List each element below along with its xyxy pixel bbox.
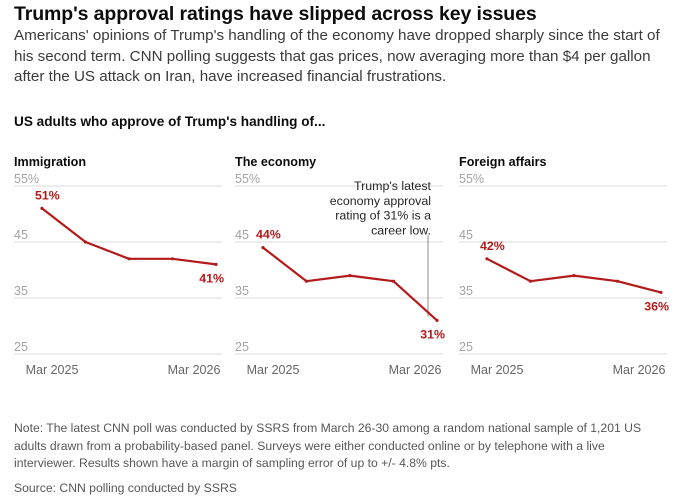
y-tick-label: 55% (14, 172, 39, 186)
data-point (170, 257, 175, 261)
x-tick-label: Mar 2025 (471, 363, 524, 377)
y-tick-label: 35 (235, 284, 249, 298)
y-tick-label: 35 (459, 284, 473, 298)
methodology-note: Note: The latest CNN poll was conducted … (14, 421, 642, 470)
panel-title: Foreign affairs (459, 155, 547, 169)
y-tick-label: 55% (235, 172, 260, 186)
data-point (261, 246, 265, 250)
y-tick-label: 35 (14, 284, 28, 298)
x-tick-label: Mar 2025 (247, 363, 300, 377)
economy-panel: The economy 55% 45 35 25 Mar 2025 Mar 2026 Tru… (235, 150, 450, 380)
x-tick-label: Mar 2025 (26, 363, 79, 377)
economy-line-chart: 55% 45 35 25 Mar 2025 Mar 2026 Trump's lateste… (235, 172, 445, 377)
x-tick-label: Mar 2026 (613, 363, 666, 377)
y-tick-label: 55% (459, 172, 484, 186)
data-point (435, 318, 439, 322)
data-label: 42% (480, 239, 505, 253)
source-credit: Source: CNN polling conducted by SSRS (14, 481, 237, 495)
data-point (127, 257, 131, 261)
data-point (391, 279, 396, 283)
annotation-text: economy approval (330, 194, 431, 208)
section-title: US adults who approve of Trump's handlin… (14, 114, 326, 129)
chart-subtitle: Americans' opinions of Trump's handling … (14, 27, 660, 85)
y-tick-label: 25 (459, 340, 473, 354)
y-tick-label: 45 (14, 228, 28, 242)
data-label: 44% (256, 228, 281, 242)
data-label: 31% (420, 327, 445, 341)
data-label: 36% (644, 299, 669, 313)
y-tick-label: 45 (235, 228, 249, 242)
data-label: 41% (199, 271, 224, 285)
panel-title: The economy (235, 155, 317, 169)
x-tick-label: Mar 2026 (389, 363, 442, 377)
foreign-affairs-line-chart: 55% 45 35 25 Mar 2025 Mar 2026 42% 36% (459, 172, 669, 377)
immigration-panel: Immigration 55% 45 35 25 Mar 2025 Mar 2026 51%… (14, 150, 229, 380)
annotation-text: career low. (371, 223, 431, 237)
foreign-affairs-panel: Foreign affairs 55% 45 35 25 Mar 2025 Mar 202… (459, 150, 674, 380)
data-point (83, 240, 88, 244)
data-point (528, 279, 533, 283)
y-tick-label: 25 (235, 340, 249, 354)
data-point (214, 262, 218, 266)
immigration-line-chart: 55% 45 35 25 Mar 2025 Mar 2026 51% 41% (14, 172, 224, 377)
annotation-text: Trump's latest (354, 179, 432, 193)
chart-headline: Trump's approval ratings have slipped ac… (14, 3, 537, 25)
data-point (485, 257, 489, 261)
annotation-text: rating of 31% is a (335, 209, 431, 223)
data-point (348, 274, 352, 278)
series-line (40, 207, 218, 266)
data-label: 51% (35, 188, 60, 202)
x-tick-label: Mar 2026 (168, 363, 221, 377)
series-line (261, 246, 439, 322)
panel-title: Immigration (14, 155, 87, 169)
data-point (40, 206, 44, 210)
data-point (659, 290, 663, 294)
data-point (572, 274, 576, 278)
y-tick-label: 25 (14, 340, 28, 354)
data-point (615, 279, 620, 283)
data-point (304, 279, 309, 283)
y-tick-label: 45 (459, 228, 473, 242)
